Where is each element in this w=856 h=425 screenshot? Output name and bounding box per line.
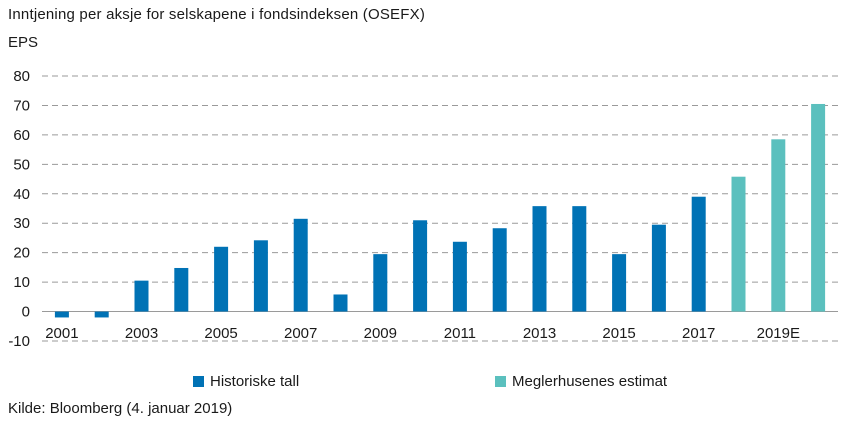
legend-item-historical: Historiske tall xyxy=(193,373,299,390)
y-tick-label: 70 xyxy=(13,97,30,114)
bar-2019E xyxy=(771,139,786,312)
bar-2017 xyxy=(691,196,706,312)
bar-2001 xyxy=(54,311,69,318)
bar-2005 xyxy=(214,246,229,312)
y-tick-label: 60 xyxy=(13,127,30,144)
y-axis-label: EPS xyxy=(8,34,39,51)
legend-label-estimate: Meglerhusenes estimat xyxy=(512,373,668,390)
source-note: Kilde: Bloomberg (4. januar 2019) xyxy=(8,400,233,417)
y-tick-label: 20 xyxy=(13,245,30,262)
bar-2003 xyxy=(134,280,149,312)
x-tick-label: 2005 xyxy=(204,325,237,342)
x-tick-label: 2011 xyxy=(444,325,476,342)
bar-2014 xyxy=(572,206,587,312)
bar-2002 xyxy=(94,311,109,318)
y-tick-label: 40 xyxy=(13,186,30,203)
x-tick-label: 2017 xyxy=(682,325,715,342)
y-tick-label: 0 xyxy=(22,304,30,321)
x-tick-label: 2003 xyxy=(125,325,158,342)
x-tick-label: 2015 xyxy=(602,325,635,342)
legend-item-estimate: Meglerhusenes estimat xyxy=(495,373,667,390)
x-tick-label: 2009 xyxy=(364,325,397,342)
bar-2012 xyxy=(492,228,507,312)
bar-2004 xyxy=(174,267,189,312)
bar-2018E xyxy=(731,176,746,312)
legend-swatch-historical xyxy=(193,376,204,387)
bar-2007 xyxy=(293,218,308,312)
x-tick-label: 2001 xyxy=(45,325,78,342)
legend-label-historical: Historiske tall xyxy=(210,373,300,390)
bar-chart: -10 0 10 20 30 40 50 60 70 80 2001 2003 2005 2007 2009… xyxy=(8,68,838,350)
x-tick-label: 2013 xyxy=(523,325,556,342)
bar-2006 xyxy=(253,240,268,312)
bar-2009 xyxy=(373,254,388,312)
bar-2010 xyxy=(413,220,428,312)
chart-title: Inntjening per aksje for selskapene i fo… xyxy=(8,6,426,23)
bar-2016 xyxy=(651,224,666,312)
bar-2020E xyxy=(811,103,826,312)
bar-2011 xyxy=(452,241,467,312)
bar-2008 xyxy=(333,294,348,312)
y-tick-label: 10 xyxy=(13,274,30,291)
y-tick-label: -10 xyxy=(8,333,30,350)
y-tick-label: 50 xyxy=(13,156,30,173)
bar-2015 xyxy=(612,254,627,312)
x-tick-label: 2019E xyxy=(757,325,800,342)
x-tick-label: 2007 xyxy=(284,325,317,342)
y-tick-label: 30 xyxy=(13,215,30,232)
y-tick-label: 80 xyxy=(13,68,30,85)
legend-swatch-estimate xyxy=(495,376,506,387)
bar-2013 xyxy=(532,206,547,312)
